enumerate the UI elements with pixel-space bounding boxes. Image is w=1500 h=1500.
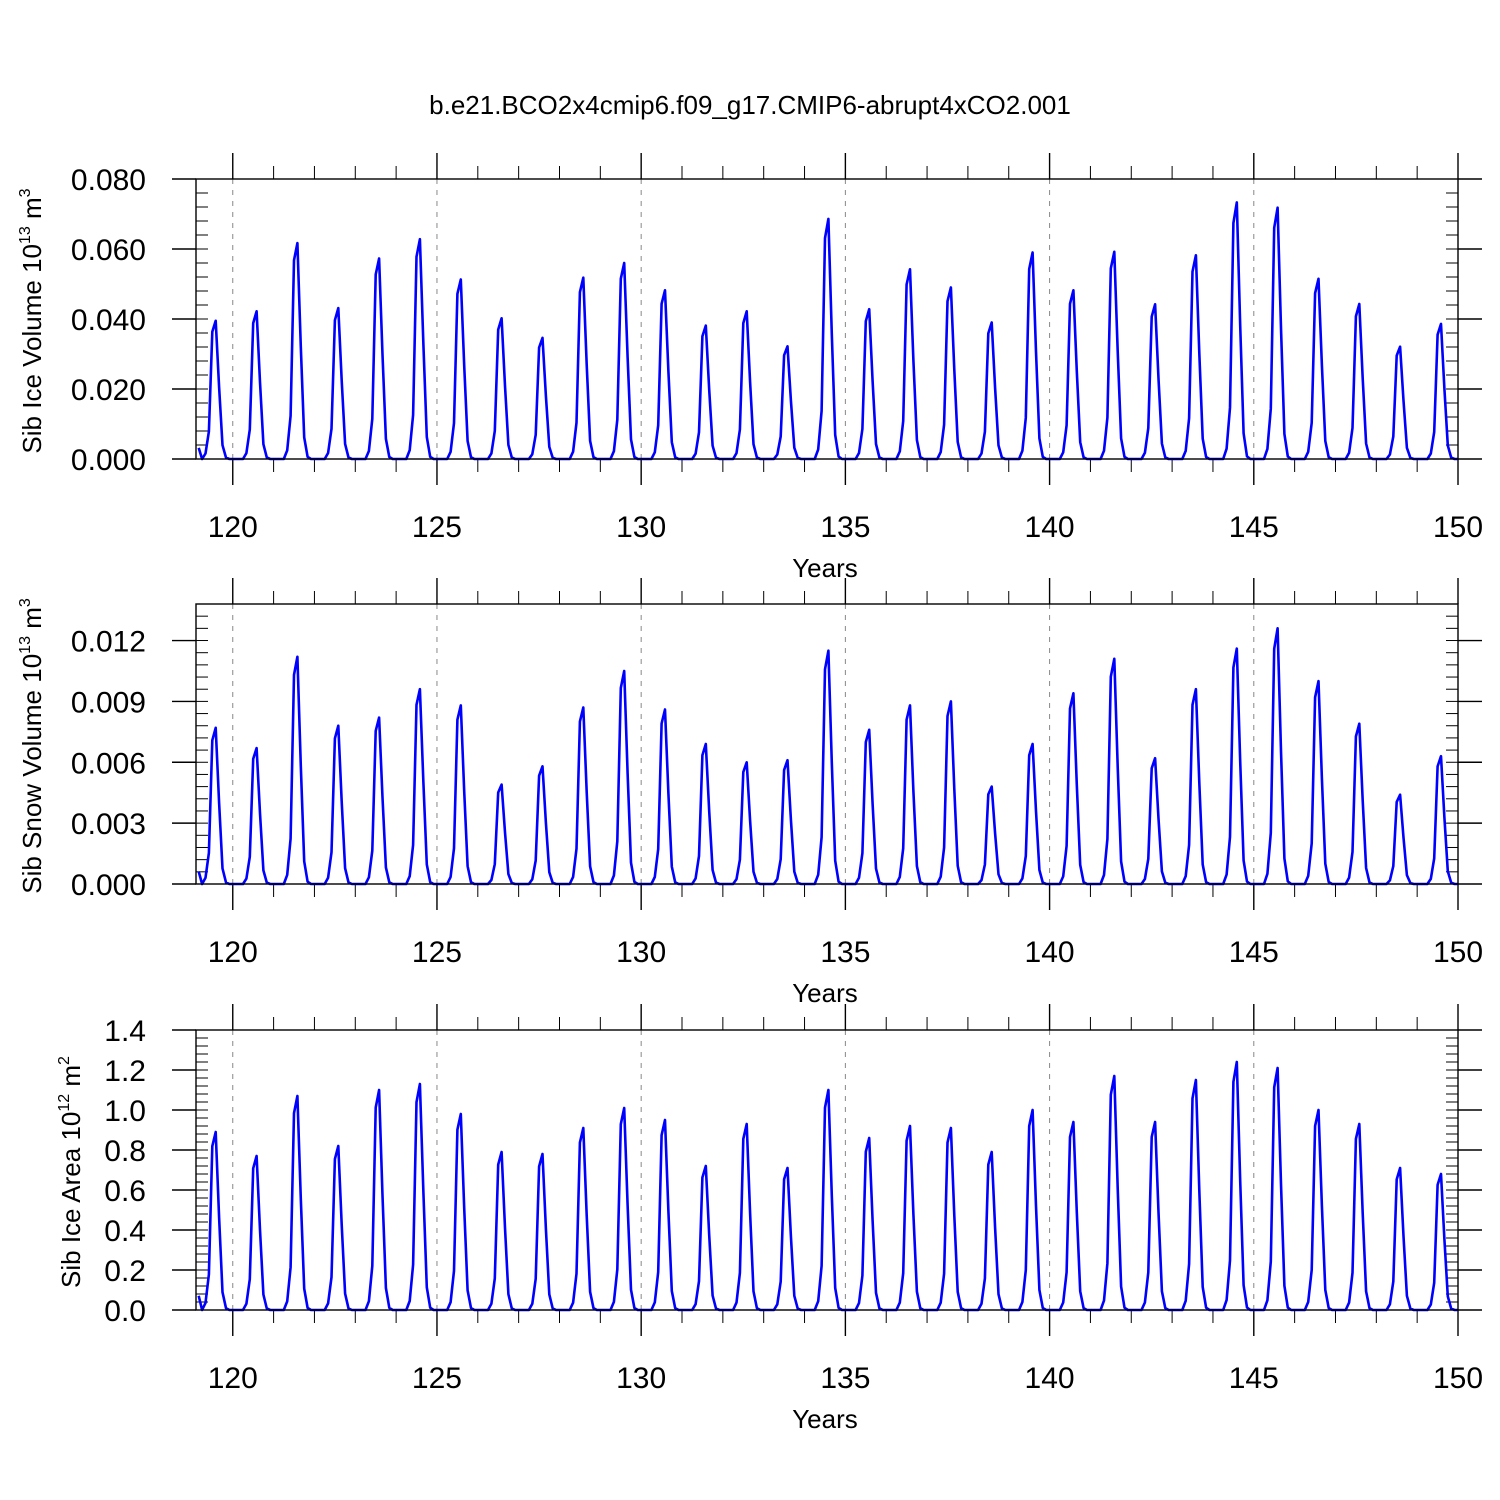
y-axis-label-superscript: 3: [17, 188, 34, 197]
y-tick-label: 0.8: [104, 1135, 146, 1168]
y-tick-label: 1.4: [104, 1015, 146, 1048]
x-tick-label: 120: [208, 1362, 258, 1395]
y-axis-label: Sib Ice Area 1012 m2: [56, 1056, 86, 1288]
x-tick-label: 125: [412, 936, 462, 969]
y-tick-label: 0.6: [104, 1175, 146, 1208]
y-axis-label: Sib Ice Volume 1013 m3: [17, 188, 47, 453]
panel-3: 0.0 0.2 0.4 0.6 0.8 1.0 1.2 1.4 120 125 130 135 140 1…: [56, 1004, 1483, 1434]
x-axis-label: Years: [792, 978, 858, 1008]
x-tick-label: 145: [1229, 936, 1279, 969]
y-tick-label: 0.4: [104, 1215, 146, 1248]
plot-frame: [195, 1029, 1459, 1311]
y-tick-label: 0.012: [71, 626, 146, 659]
y-axis-label: Sib Snow Volume 1013 m3: [17, 598, 47, 894]
y-axis-label-part: m: [56, 1065, 86, 1094]
x-tick-label: 150: [1433, 511, 1483, 544]
y-tick-label: 0.2: [104, 1255, 146, 1288]
y-tick-label: 0.080: [71, 164, 146, 197]
y-tick-label: 0.006: [71, 747, 146, 780]
plot-frame: [195, 603, 1459, 885]
x-tick-label: 135: [820, 511, 870, 544]
y-axis-label-part: m: [17, 197, 47, 226]
x-tick-label: 135: [820, 936, 870, 969]
y-tick-label: 0.000: [71, 869, 146, 902]
y-axis-label-superscript: 12: [56, 1094, 73, 1112]
x-axis-label: Years: [792, 1404, 858, 1434]
x-tick-label: 150: [1433, 1362, 1483, 1395]
y-tick-label: 0.040: [71, 304, 146, 337]
y-axis-label-part: Sib Ice Area 10: [56, 1112, 86, 1288]
y-tick-label: 0.000: [71, 444, 146, 477]
x-tick-label: 125: [412, 511, 462, 544]
x-tick-label: 120: [208, 511, 258, 544]
chart-title: b.e21.BCO2x4cmip6.f09_g17.CMIP6-abrupt4x…: [429, 90, 1071, 120]
x-tick-label: 140: [1025, 511, 1075, 544]
x-tick-label: 145: [1229, 511, 1279, 544]
data-line: [197, 201, 1458, 461]
y-axis-label-superscript: 2: [56, 1056, 73, 1065]
plot-frame: [195, 178, 1459, 460]
y-tick-label: 0.060: [71, 234, 146, 267]
x-tick-label: 145: [1229, 1362, 1279, 1395]
y-axis-label-superscript: 13: [17, 636, 34, 654]
y-tick-label: 0.003: [71, 808, 146, 841]
y-axis-label-part: m: [17, 607, 47, 636]
x-tick-label: 125: [412, 1362, 462, 1395]
y-tick-label: 0.0: [104, 1295, 146, 1328]
y-tick-label: 0.009: [71, 686, 146, 719]
y-tick-label: 1.0: [104, 1095, 146, 1128]
x-tick-label: 130: [616, 511, 666, 544]
y-axis-label-superscript: 3: [17, 598, 34, 607]
data-line: [197, 626, 1458, 886]
y-axis-label-superscript: 13: [17, 226, 34, 244]
x-tick-label: 130: [616, 1362, 666, 1395]
panel-2: 0.000 0.003 0.006 0.009 0.012 120 125 130 135 140…: [17, 578, 1483, 1008]
y-tick-label: 1.2: [104, 1055, 146, 1088]
x-axis-label: Years: [792, 553, 858, 583]
x-tick-label: 130: [616, 936, 666, 969]
y-axis-label-part: Sib Ice Volume 10: [17, 244, 47, 454]
x-tick-label: 140: [1025, 1362, 1075, 1395]
data-line: [197, 1060, 1458, 1312]
x-tick-label: 135: [820, 1362, 870, 1395]
x-tick-label: 140: [1025, 936, 1075, 969]
y-axis-label-part: Sib Snow Volume 10: [17, 654, 47, 894]
x-tick-label: 150: [1433, 936, 1483, 969]
y-tick-label: 0.020: [71, 374, 146, 407]
x-tick-label: 120: [208, 936, 258, 969]
panel-1: 0.000 0.020 0.040 0.060 0.080 120 125 130 135 140…: [17, 153, 1483, 583]
